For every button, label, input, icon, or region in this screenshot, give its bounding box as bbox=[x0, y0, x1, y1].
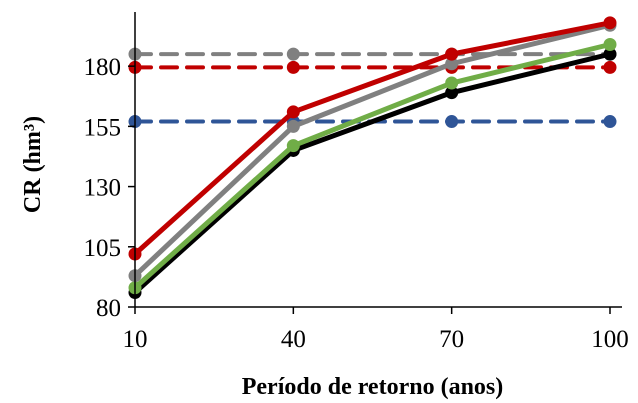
data-point-0-3 bbox=[603, 16, 617, 30]
reference-point-1-1 bbox=[286, 60, 300, 74]
data-point-1-2 bbox=[445, 57, 459, 71]
data-point-3-2 bbox=[445, 86, 459, 100]
y-tick-label: 105 bbox=[84, 235, 122, 262]
x-tick-label: 100 bbox=[591, 326, 629, 353]
y-tick-label: 80 bbox=[96, 295, 121, 322]
series-lines bbox=[128, 16, 617, 300]
x-axis-title: Período de retorno (anos) bbox=[242, 374, 504, 400]
x-tick-label: 70 bbox=[439, 326, 464, 353]
y-axis-title: CR (hm³) bbox=[20, 116, 46, 213]
data-point-0-2 bbox=[445, 47, 459, 61]
data-point-2-3 bbox=[603, 37, 617, 51]
data-point-2-2 bbox=[445, 76, 459, 90]
y-tick-label: 130 bbox=[84, 175, 122, 202]
x-tick-label: 40 bbox=[281, 326, 306, 353]
axes bbox=[134, 12, 622, 308]
reference-point-0-1 bbox=[286, 47, 300, 61]
series-line-3 bbox=[132, 51, 613, 296]
y-tick-label: 180 bbox=[84, 54, 122, 81]
data-point-2-1 bbox=[286, 139, 300, 153]
y-tick-labels: 80 105 130 155 180 bbox=[84, 54, 135, 322]
data-point-3-3 bbox=[603, 47, 617, 61]
series-line-2 bbox=[132, 41, 613, 291]
reference-point-2-3 bbox=[603, 115, 617, 129]
series-line-0 bbox=[132, 20, 613, 257]
reference-point-1-3 bbox=[603, 60, 617, 74]
reference-point-2-2 bbox=[445, 115, 459, 129]
data-point-0-1 bbox=[286, 105, 300, 119]
data-point-1-1 bbox=[286, 119, 300, 133]
x-tick-label: 10 bbox=[123, 326, 148, 353]
y-tick-label: 155 bbox=[84, 114, 122, 141]
series-line-1 bbox=[132, 22, 613, 279]
x-tick-labels: 10 40 70 100 bbox=[123, 307, 629, 353]
